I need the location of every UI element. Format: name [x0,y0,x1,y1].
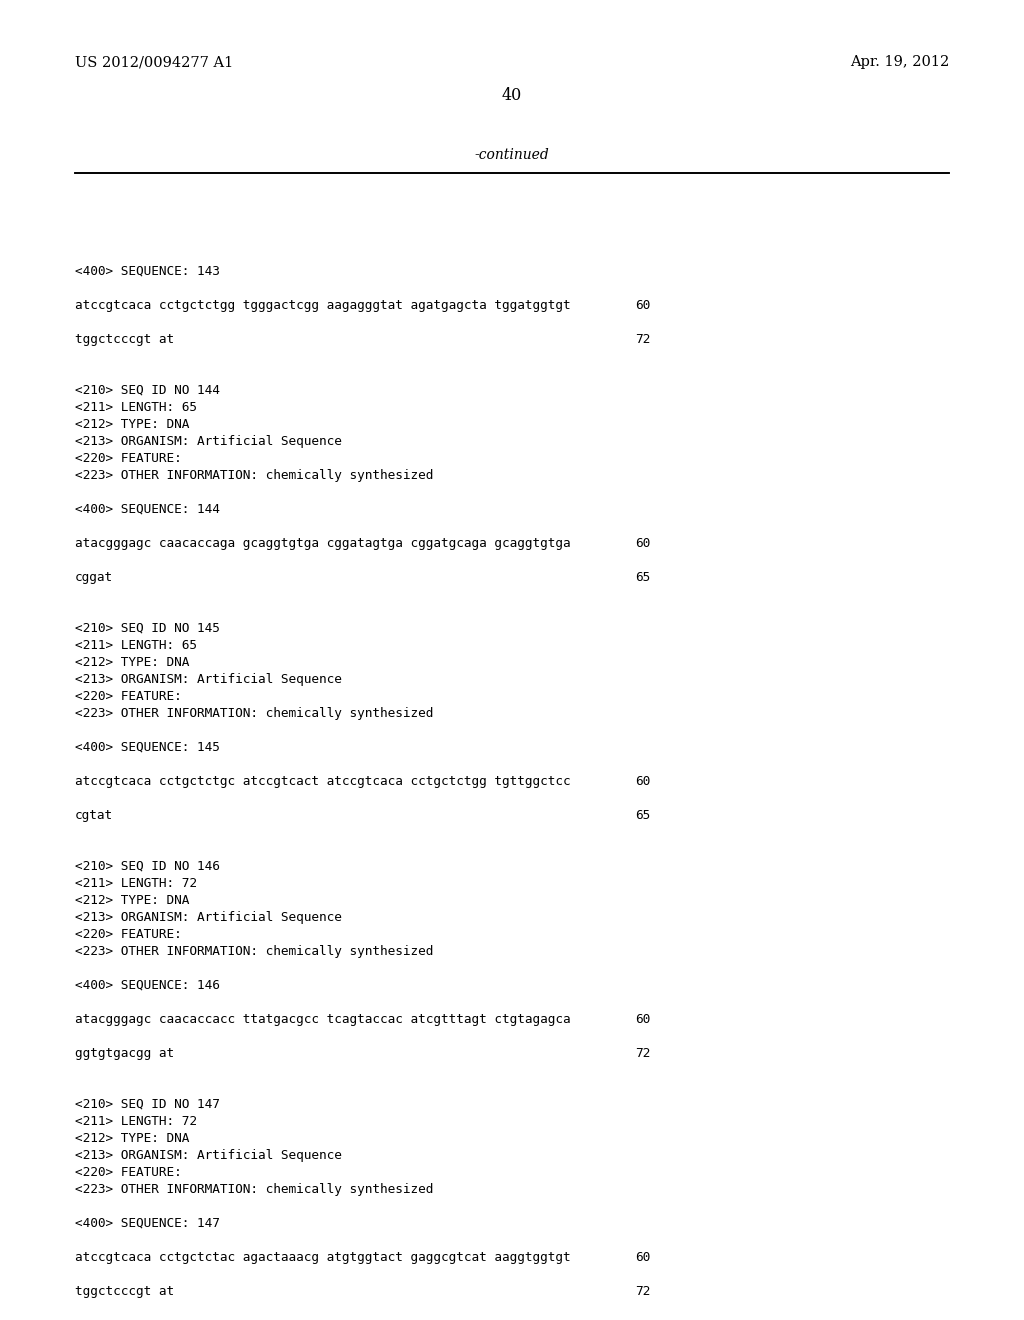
Text: 60: 60 [635,1251,650,1265]
Text: <400> SEQUENCE: 143: <400> SEQUENCE: 143 [75,265,220,279]
Text: cggat: cggat [75,572,113,583]
Text: tggctcccgt at: tggctcccgt at [75,333,174,346]
Text: <220> FEATURE:: <220> FEATURE: [75,451,181,465]
Text: 72: 72 [635,1284,650,1298]
Text: US 2012/0094277 A1: US 2012/0094277 A1 [75,55,233,69]
Text: 72: 72 [635,1047,650,1060]
Text: <400> SEQUENCE: 145: <400> SEQUENCE: 145 [75,741,220,754]
Text: <212> TYPE: DNA: <212> TYPE: DNA [75,656,189,669]
Text: atccgtcaca cctgctctgg tgggactcgg aagagggtat agatgagcta tggatggtgt: atccgtcaca cctgctctgg tgggactcgg aagaggg… [75,300,570,312]
Text: -continued: -continued [475,148,549,162]
Text: atccgtcaca cctgctctgc atccgtcact atccgtcaca cctgctctgg tgttggctcc: atccgtcaca cctgctctgc atccgtcact atccgtc… [75,775,570,788]
Text: 65: 65 [635,572,650,583]
Text: <223> OTHER INFORMATION: chemically synthesized: <223> OTHER INFORMATION: chemically synt… [75,1183,433,1196]
Text: <210> SEQ ID NO 147: <210> SEQ ID NO 147 [75,1098,220,1111]
Text: <220> FEATURE:: <220> FEATURE: [75,928,181,941]
Text: <220> FEATURE:: <220> FEATURE: [75,1166,181,1179]
Text: <210> SEQ ID NO 146: <210> SEQ ID NO 146 [75,861,220,873]
Text: <213> ORGANISM: Artificial Sequence: <213> ORGANISM: Artificial Sequence [75,436,342,447]
Text: <210> SEQ ID NO 144: <210> SEQ ID NO 144 [75,384,220,397]
Text: ggtgtgacgg at: ggtgtgacgg at [75,1047,174,1060]
Text: <220> FEATURE:: <220> FEATURE: [75,690,181,704]
Text: 60: 60 [635,300,650,312]
Text: 60: 60 [635,1012,650,1026]
Text: <400> SEQUENCE: 146: <400> SEQUENCE: 146 [75,979,220,993]
Text: 60: 60 [635,775,650,788]
Text: atacgggagc caacaccaga gcaggtgtga cggatagtga cggatgcaga gcaggtgtga: atacgggagc caacaccaga gcaggtgtga cggatag… [75,537,570,550]
Text: tggctcccgt at: tggctcccgt at [75,1284,174,1298]
Text: atccgtcaca cctgctctac agactaaacg atgtggtact gaggcgtcat aaggtggtgt: atccgtcaca cctgctctac agactaaacg atgtggt… [75,1251,570,1265]
Text: 60: 60 [635,537,650,550]
Text: <400> SEQUENCE: 147: <400> SEQUENCE: 147 [75,1217,220,1230]
Text: <211> LENGTH: 72: <211> LENGTH: 72 [75,876,197,890]
Text: <223> OTHER INFORMATION: chemically synthesized: <223> OTHER INFORMATION: chemically synt… [75,945,433,958]
Text: <211> LENGTH: 72: <211> LENGTH: 72 [75,1115,197,1129]
Text: <213> ORGANISM: Artificial Sequence: <213> ORGANISM: Artificial Sequence [75,673,342,686]
Text: <223> OTHER INFORMATION: chemically synthesized: <223> OTHER INFORMATION: chemically synt… [75,469,433,482]
Text: <213> ORGANISM: Artificial Sequence: <213> ORGANISM: Artificial Sequence [75,1148,342,1162]
Text: <210> SEQ ID NO 145: <210> SEQ ID NO 145 [75,622,220,635]
Text: <212> TYPE: DNA: <212> TYPE: DNA [75,894,189,907]
Text: Apr. 19, 2012: Apr. 19, 2012 [850,55,949,69]
Text: <213> ORGANISM: Artificial Sequence: <213> ORGANISM: Artificial Sequence [75,911,342,924]
Text: <212> TYPE: DNA: <212> TYPE: DNA [75,418,189,432]
Text: <212> TYPE: DNA: <212> TYPE: DNA [75,1133,189,1144]
Text: atacgggagc caacaccacc ttatgacgcc tcagtaccac atcgtttagt ctgtagagca: atacgggagc caacaccacc ttatgacgcc tcagtac… [75,1012,570,1026]
Text: <211> LENGTH: 65: <211> LENGTH: 65 [75,401,197,414]
Text: 65: 65 [635,809,650,822]
Text: <211> LENGTH: 65: <211> LENGTH: 65 [75,639,197,652]
Text: <400> SEQUENCE: 144: <400> SEQUENCE: 144 [75,503,220,516]
Text: 40: 40 [502,87,522,103]
Text: 72: 72 [635,333,650,346]
Text: cgtat: cgtat [75,809,113,822]
Text: <223> OTHER INFORMATION: chemically synthesized: <223> OTHER INFORMATION: chemically synt… [75,708,433,719]
